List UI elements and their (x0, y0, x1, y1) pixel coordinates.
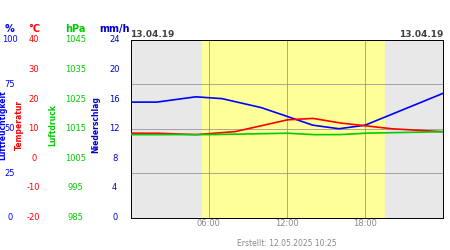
Text: %: % (5, 24, 15, 34)
Bar (130, 40, 202, 218)
Bar (202, 40, 385, 218)
Text: Temperatur: Temperatur (14, 100, 23, 150)
Text: mm/h: mm/h (99, 24, 130, 34)
Text: 0: 0 (112, 213, 117, 222)
Text: Erstellt: 12.05.2025 10:25: Erstellt: 12.05.2025 10:25 (237, 238, 337, 248)
Text: 8: 8 (112, 154, 117, 163)
Text: 1025: 1025 (65, 95, 86, 104)
Text: 1005: 1005 (65, 154, 86, 163)
Text: Niederschlag: Niederschlag (91, 96, 100, 154)
Text: 1035: 1035 (65, 65, 86, 74)
Text: 4: 4 (112, 184, 117, 192)
Text: 40: 40 (28, 36, 39, 44)
Text: 24: 24 (109, 36, 120, 44)
Text: 25: 25 (4, 168, 15, 177)
Text: 1015: 1015 (65, 124, 86, 133)
Text: 13.04.19: 13.04.19 (399, 30, 443, 39)
Text: 1045: 1045 (65, 36, 86, 44)
Text: 0: 0 (31, 154, 36, 163)
Text: Luftfeuchtigkeit: Luftfeuchtigkeit (0, 90, 7, 160)
Text: 16: 16 (109, 95, 120, 104)
Text: 100: 100 (2, 36, 18, 44)
Text: 995: 995 (68, 184, 84, 192)
Text: 10: 10 (28, 124, 39, 133)
Text: Luftdruck: Luftdruck (49, 104, 58, 146)
Text: 20: 20 (109, 65, 120, 74)
Text: 20: 20 (28, 95, 39, 104)
Text: 13.04.19: 13.04.19 (130, 30, 175, 39)
Text: 0: 0 (7, 213, 13, 222)
Text: -20: -20 (27, 213, 40, 222)
Text: 12: 12 (109, 124, 120, 133)
Text: °C: °C (28, 24, 40, 34)
Text: -10: -10 (27, 184, 40, 192)
Text: 30: 30 (28, 65, 39, 74)
Text: 985: 985 (68, 213, 84, 222)
Text: hPa: hPa (65, 24, 86, 34)
Text: 50: 50 (4, 124, 15, 133)
Text: 75: 75 (4, 80, 15, 89)
Bar (385, 40, 443, 218)
